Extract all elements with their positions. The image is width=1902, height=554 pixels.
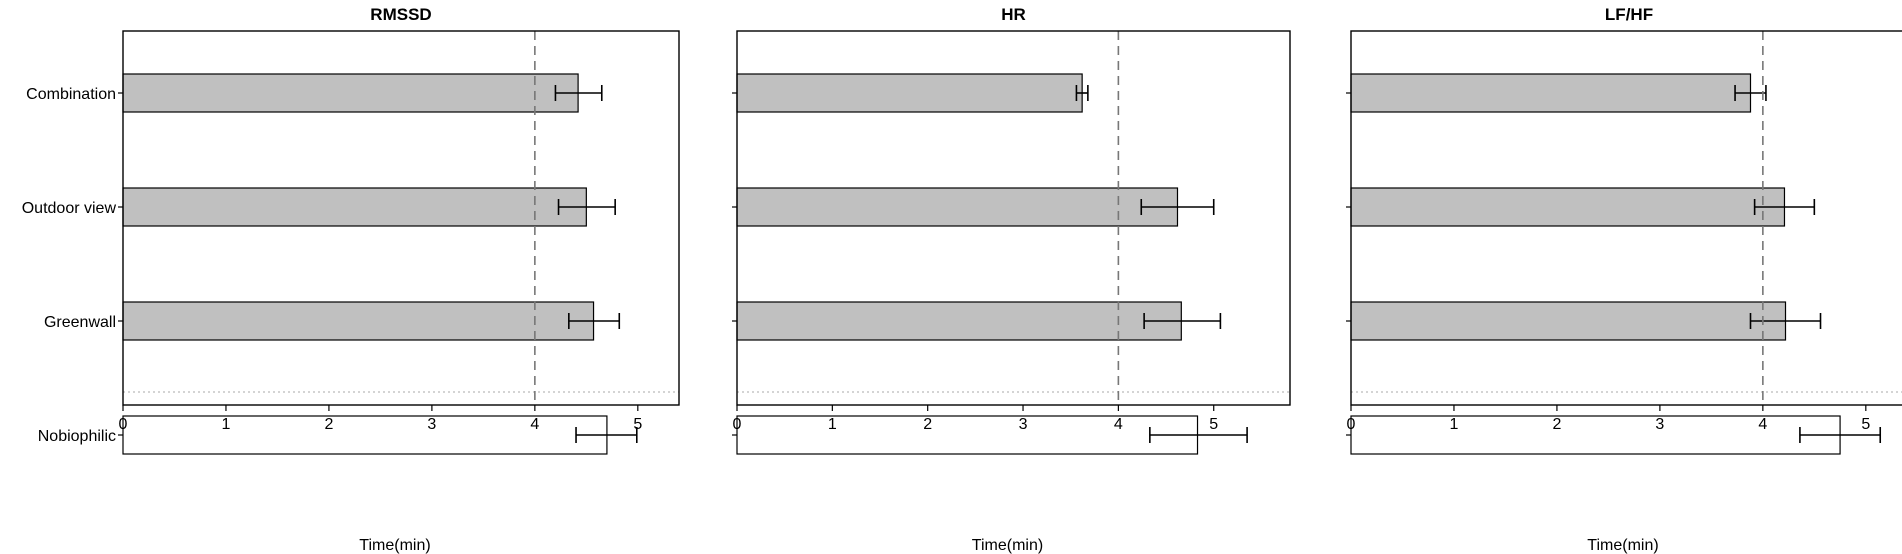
chart-title: HR xyxy=(1001,5,1026,24)
category-label-combination: Combination xyxy=(26,86,116,103)
bar-nobiophilic xyxy=(736,415,1199,455)
error-bar-nobiophilic xyxy=(575,427,638,443)
bar-greenwall xyxy=(736,301,1182,341)
error-bar-greenwall xyxy=(1143,313,1222,329)
x-axis-label: Time(min) xyxy=(972,537,1043,554)
bar-outdoor-view xyxy=(122,187,587,227)
x-tick-label: 1 xyxy=(222,416,231,433)
error-bar-combination xyxy=(1075,85,1089,101)
plot-frame xyxy=(1350,30,1902,406)
x-tick-label: 2 xyxy=(1552,416,1561,433)
bar-combination xyxy=(1350,73,1752,113)
x-tick-label: 4 xyxy=(530,416,539,433)
x-tick-label: 2 xyxy=(324,416,333,433)
x-tick-label: 5 xyxy=(1209,416,1218,433)
x-tick-label: 1 xyxy=(1450,416,1459,433)
error-bar-greenwall xyxy=(568,313,621,329)
bar-outdoor-view xyxy=(1350,187,1786,227)
error-bar-combination xyxy=(1734,85,1767,101)
panel-lf-hf: LF/HF 0 1 2 3 4 5 Time(min) xyxy=(1346,5,1902,554)
bar-combination xyxy=(736,73,1083,113)
bar-nobiophilic xyxy=(1350,415,1841,455)
category-labels: Combination Outdoor view Greenwall Nobiophi… xyxy=(22,86,117,445)
x-axis-label: Time(min) xyxy=(359,537,430,554)
error-bar-outdoor-view xyxy=(1753,199,1816,215)
x-tick-label: 0 xyxy=(1347,416,1356,433)
bar-outdoor-view xyxy=(736,187,1179,227)
x-tick-label: 0 xyxy=(733,416,742,433)
x-tick-label: 3 xyxy=(1655,416,1664,433)
error-bar-nobiophilic xyxy=(1799,427,1882,443)
chart-title: RMSSD xyxy=(370,5,431,24)
chart-title: LF/HF xyxy=(1605,5,1653,24)
error-bar-combination xyxy=(554,85,603,101)
category-label-greenwall: Greenwall xyxy=(44,314,116,331)
error-bar-outdoor-view xyxy=(1140,199,1215,215)
plot-frame xyxy=(736,30,1291,406)
category-label-outdoor-view: Outdoor view xyxy=(22,200,117,217)
x-tick-label: 3 xyxy=(1019,416,1028,433)
error-bar-nobiophilic xyxy=(1149,427,1248,443)
bar-greenwall xyxy=(122,301,595,341)
category-label-nobiophilic: Nobiophilic xyxy=(38,428,116,445)
plot-frame xyxy=(122,30,680,406)
panel-hr: HR 0 1 2 3 4 5 Time(min) xyxy=(732,5,1291,554)
x-tick-label: 4 xyxy=(1758,416,1767,433)
panel-rmssd: RMSSD 0 1 2 3 4 5 Time(min) xyxy=(118,5,680,554)
x-axis-label: Time(min) xyxy=(1587,537,1658,554)
bar-combination xyxy=(122,73,579,113)
x-tick-label: 1 xyxy=(828,416,837,433)
bar-greenwall xyxy=(1350,301,1787,341)
x-tick-label: 5 xyxy=(633,416,642,433)
x-tick-label: 0 xyxy=(119,416,128,433)
x-tick-label: 4 xyxy=(1114,416,1123,433)
x-tick-label: 3 xyxy=(427,416,436,433)
x-tick-label: 2 xyxy=(923,416,932,433)
x-tick-label: 5 xyxy=(1861,416,1870,433)
error-bar-outdoor-view xyxy=(557,199,616,215)
